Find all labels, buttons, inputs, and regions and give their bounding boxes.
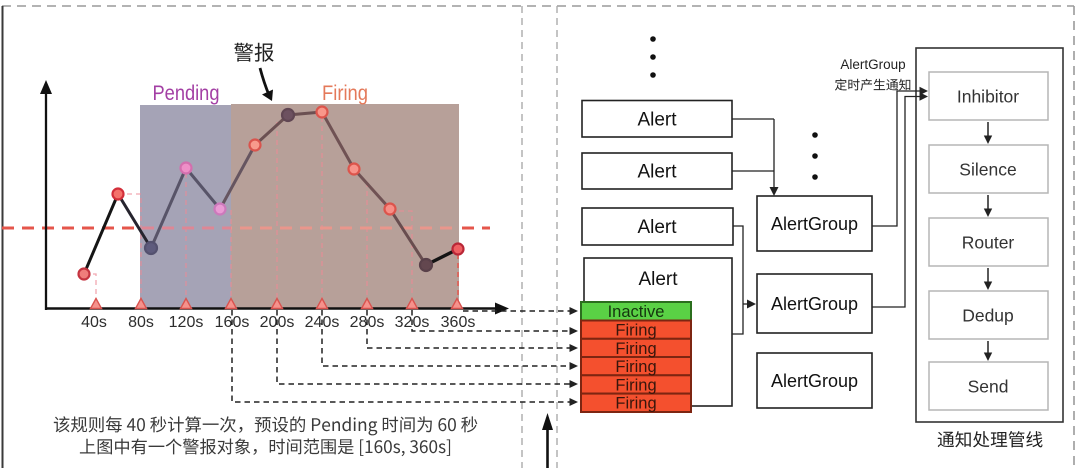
svg-text:Firing: Firing [322, 82, 368, 105]
svg-text:Silence: Silence [959, 160, 1016, 180]
svg-text:40s: 40s [81, 314, 107, 331]
svg-text:Send: Send [968, 377, 1009, 397]
svg-text:120s: 120s [169, 314, 204, 331]
svg-text:Alert: Alert [638, 269, 678, 290]
svg-text:Alert: Alert [637, 162, 677, 183]
svg-text:Pending: Pending [153, 82, 220, 105]
svg-text:Firing: Firing [615, 395, 656, 413]
svg-text:Inhibitor: Inhibitor [957, 87, 1019, 107]
svg-text:Firing: Firing [615, 340, 656, 358]
svg-text:AlertGroup: AlertGroup [840, 57, 905, 72]
svg-text:Alert: Alert [637, 217, 677, 238]
svg-text:Alert: Alert [637, 110, 677, 131]
svg-text:360s: 360s [441, 314, 476, 331]
svg-text:80s: 80s [128, 314, 154, 331]
svg-text:Router: Router [962, 233, 1015, 253]
svg-text:Inactive: Inactive [608, 303, 665, 321]
svg-text:Firing: Firing [615, 376, 656, 394]
svg-text:Firing: Firing [615, 358, 656, 376]
svg-text:Firing: Firing [615, 322, 656, 340]
svg-text:AlertGroup: AlertGroup [771, 371, 858, 391]
svg-text:AlertGroup: AlertGroup [771, 214, 858, 234]
svg-text:AlertGroup: AlertGroup [771, 294, 858, 314]
svg-text:Dedup: Dedup [962, 306, 1014, 326]
